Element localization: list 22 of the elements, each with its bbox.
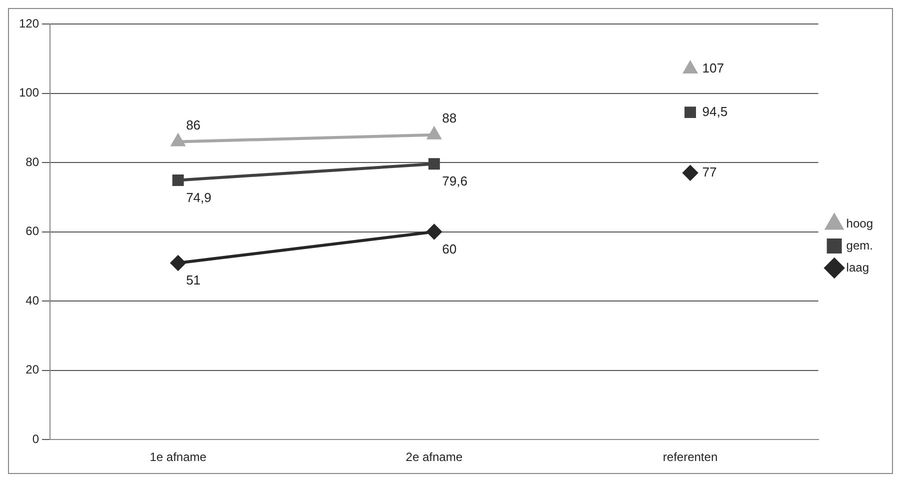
data-label: 74,9 xyxy=(186,190,212,205)
y-tick-label: 40 xyxy=(26,293,40,308)
x-tick-label: referenten xyxy=(662,450,718,464)
y-tick-label: 0 xyxy=(32,432,40,446)
x-tick-label: 2e afname xyxy=(406,450,463,464)
x-tick-label: 1e afname xyxy=(150,450,207,464)
data-label: 51 xyxy=(186,272,201,288)
legend-label: gem. xyxy=(846,238,873,252)
data-label: 88 xyxy=(442,110,457,126)
y-tick-label: 100 xyxy=(18,86,40,100)
data-label: 60 xyxy=(442,241,457,256)
data-label: 77 xyxy=(702,164,717,180)
data-label: 79,6 xyxy=(442,173,468,188)
data-label: 86 xyxy=(186,117,201,132)
y-tick-label: 20 xyxy=(26,362,40,377)
y-tick-label: 80 xyxy=(26,154,40,169)
legend-label: hoog xyxy=(846,216,874,230)
data-label: 107 xyxy=(702,60,724,76)
legend-label: laag xyxy=(846,260,869,274)
y-tick-label: 60 xyxy=(26,224,40,238)
y-tick-label: 120 xyxy=(18,16,40,30)
data-label: 94,5 xyxy=(702,104,728,119)
